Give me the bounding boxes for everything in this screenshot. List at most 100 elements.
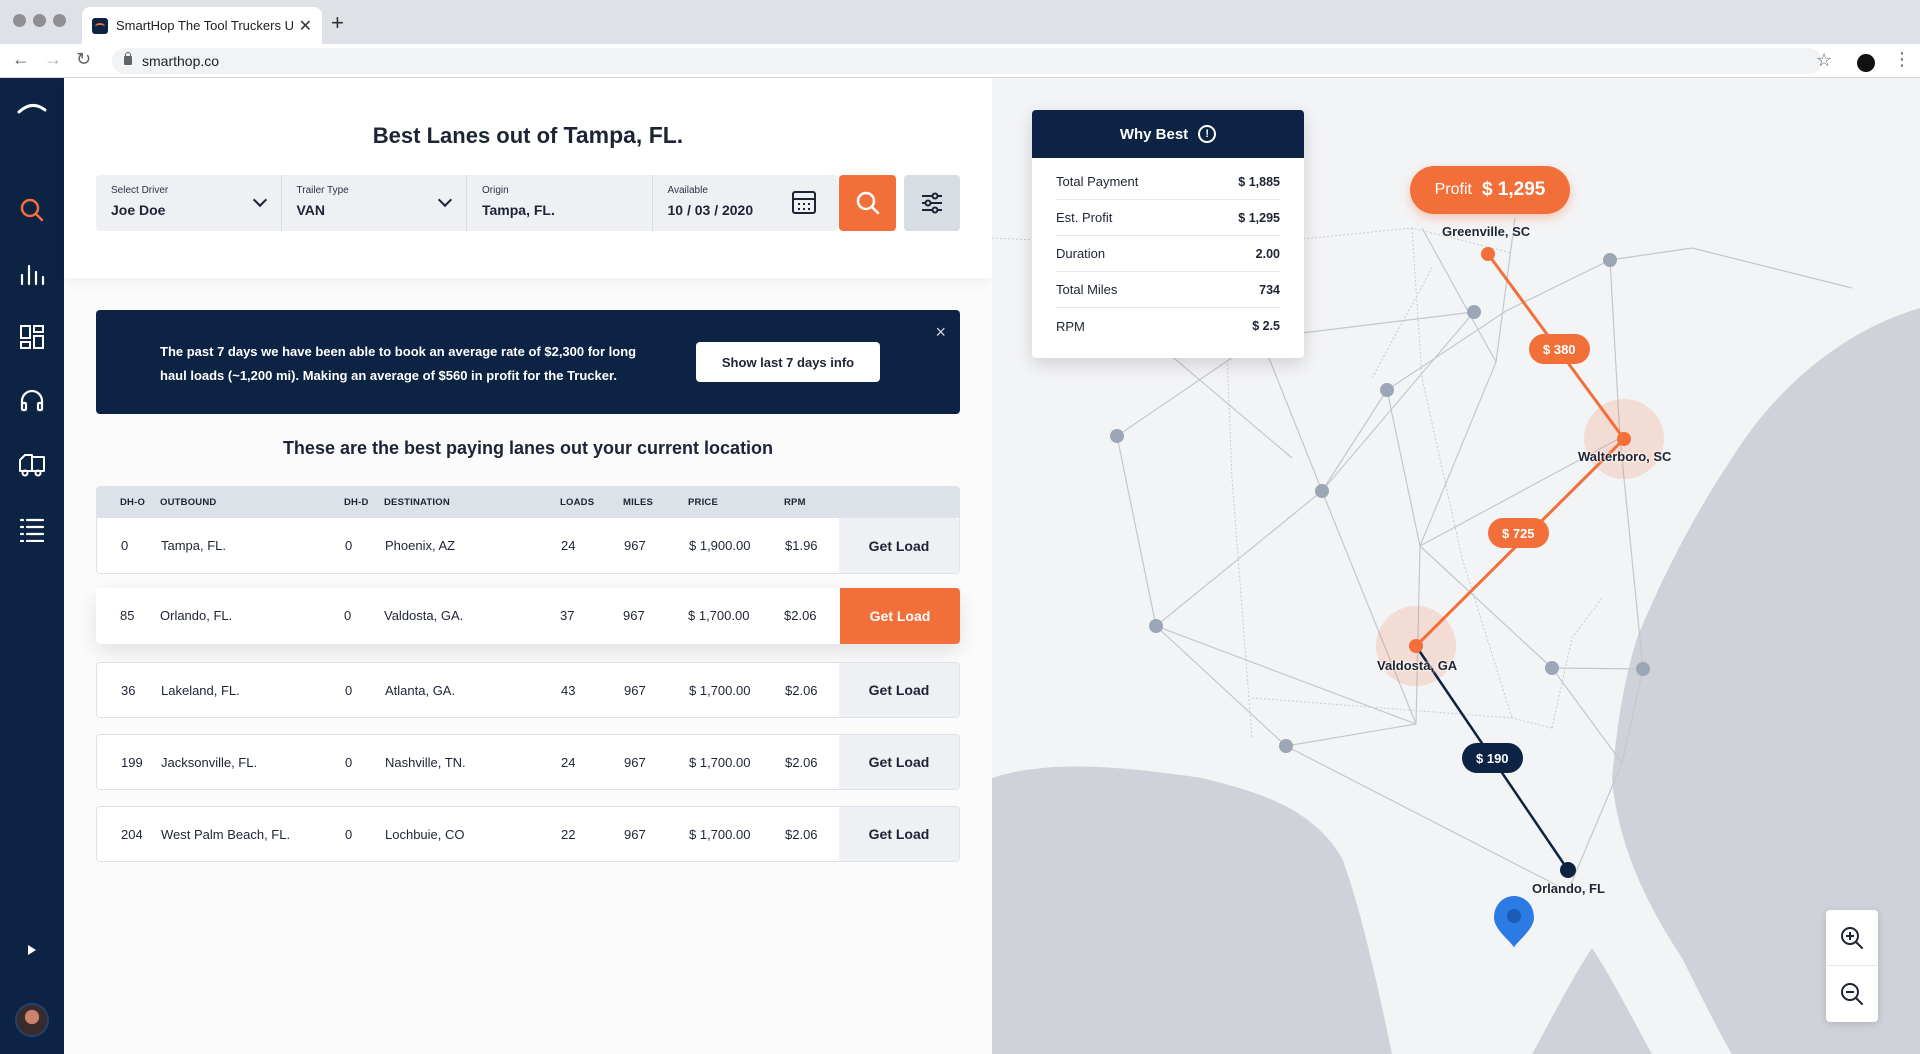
smarthop-logo-icon[interactable]	[16, 92, 48, 124]
browser-menu-icon[interactable]: ⋮	[1893, 49, 1911, 69]
support-headset-icon[interactable]	[16, 385, 48, 417]
reload-icon[interactable]: ↻	[76, 49, 92, 69]
calendar-icon[interactable]	[792, 191, 816, 214]
table-row[interactable]: 0 Tampa, FL. 0 Phoenix, AZ 24 967 $ 1,90…	[96, 518, 960, 574]
why-best-title: Why Best	[1119, 125, 1189, 143]
origin-input[interactable]: Origin Tampa, FL.	[467, 175, 653, 231]
browser-toolbar: ← → ↻ smarthop.co ☆ ⋮	[0, 44, 1920, 78]
available-date-input[interactable]: Available 10 / 03 / 2020	[652, 175, 838, 231]
truck-icon[interactable]	[16, 449, 48, 481]
trailer-type-select[interactable]: Trailer Type VAN	[281, 175, 467, 231]
why-best-header: Why Best !	[1032, 110, 1304, 158]
cell-dho: 199	[121, 755, 143, 770]
cell-dho: 0	[121, 538, 129, 553]
back-icon[interactable]: ←	[12, 49, 30, 69]
smarthop-favicon-icon	[92, 17, 108, 34]
why-best-label: Est. Profit	[1056, 210, 1113, 225]
search-icon[interactable]	[16, 194, 48, 226]
table-row[interactable]: 204 West Palm Beach, FL. 0 Lochbuie, CO …	[96, 806, 960, 862]
get-load-button[interactable]: Get Load	[839, 518, 959, 573]
analytics-icon[interactable]	[16, 258, 48, 290]
why-best-label: RPM	[1056, 318, 1085, 334]
browser-profile-icon[interactable]	[1857, 54, 1875, 72]
zoom-in-button[interactable]	[1826, 910, 1878, 966]
minimize-window-button[interactable]	[33, 14, 46, 27]
expand-sidebar-icon[interactable]	[16, 934, 48, 966]
leg-price-greenville-walterboro[interactable]: $ 380	[1529, 334, 1590, 364]
cell-miles: 967	[624, 827, 646, 842]
state-borders	[992, 227, 1603, 739]
cell-price: $ 1,900.00	[689, 538, 751, 553]
walterboro-marker	[1617, 432, 1631, 446]
cell-rpm: $2.06	[785, 827, 818, 842]
search-icon	[856, 191, 879, 215]
show-last-7-days-button[interactable]: Show last 7 days info	[696, 342, 880, 382]
cell-miles: 967	[624, 538, 646, 553]
table-row[interactable]: 36 Lakeland, FL. 0 Atlanta, GA. 43 967 $…	[96, 662, 960, 718]
trailer-value: VAN	[296, 202, 326, 218]
maximize-window-button[interactable]	[53, 14, 66, 27]
get-load-button[interactable]: Get Load	[839, 807, 959, 861]
cell-rpm: $1.96	[785, 538, 818, 553]
address-bar[interactable]: smarthop.co	[112, 48, 1822, 74]
route-map[interactable]: Why Best ! Total Payment $ 1,885 Est. Pro…	[992, 78, 1920, 1054]
table-row[interactable]: 85 Orlando, FL. 0 Valdosta, GA. 37 967 $…	[96, 588, 960, 644]
lake-okeechobee	[1532, 948, 1652, 1054]
close-window-button[interactable]	[13, 14, 26, 27]
forward-icon[interactable]: →	[44, 49, 62, 69]
cell-dhd: 0	[345, 755, 353, 770]
browser-tab[interactable]: SmartHop The Tool Truckers U ✕	[82, 7, 322, 44]
cell-price: $ 1,700.00	[689, 755, 751, 770]
get-load-button[interactable]: Get Load	[839, 663, 959, 717]
bookmark-star-icon[interactable]: ☆	[1816, 50, 1833, 70]
new-tab-icon[interactable]: +	[331, 10, 344, 35]
col-dhd: DH-D	[344, 497, 369, 508]
search-header: Best Lanes out of Tampa, FL. Select Driv…	[64, 78, 992, 278]
info-icon[interactable]: !	[1198, 125, 1217, 143]
list-icon[interactable]	[16, 513, 48, 545]
close-icon[interactable]: ×	[935, 322, 946, 342]
city-label-greenville: Greenville, SC	[1442, 224, 1531, 239]
highway-network	[1031, 217, 1853, 892]
origin-label: Origin	[482, 185, 509, 196]
col-miles: MILES	[623, 497, 654, 508]
why-best-row: Total Payment $ 1,885	[1056, 164, 1280, 200]
cell-destination: Atlanta, GA.	[385, 683, 456, 698]
col-loads: LOADS	[560, 497, 595, 508]
atlantic-ocean	[1612, 308, 1920, 1054]
why-best-row: Duration 2.00	[1056, 236, 1280, 272]
leg-price-valdosta-orlando[interactable]: $ 190	[1462, 743, 1523, 773]
zoom-out-button[interactable]	[1826, 966, 1878, 1022]
lanes-subtitle: These are the best paying lanes out your…	[282, 438, 774, 458]
cell-outbound: Jacksonville, FL.	[161, 755, 258, 770]
why-best-row: Est. Profit $ 1,295	[1056, 200, 1280, 236]
table-row[interactable]: 199 Jacksonville, FL. 0 Nashville, TN. 2…	[96, 734, 960, 790]
driver-value: Joe Doe	[111, 202, 166, 218]
close-tab-icon[interactable]: ✕	[298, 17, 312, 35]
cell-destination: Valdosta, GA.	[384, 608, 464, 623]
why-best-label: Duration	[1056, 246, 1106, 261]
lanes-table-header: DH-O OUTBOUND DH-D DESTINATION LOADS MIL…	[96, 486, 960, 518]
city-label-orlando: Orlando, FL	[1532, 881, 1605, 896]
lock-icon	[124, 52, 132, 65]
get-load-button[interactable]: Get Load	[840, 588, 960, 644]
driver-label: Select Driver	[111, 185, 169, 196]
cell-loads: 37	[560, 608, 575, 623]
city-label-walterboro: Walterboro, SC	[1578, 449, 1672, 464]
user-avatar[interactable]	[15, 1003, 49, 1037]
dashboard-icon[interactable]	[16, 321, 48, 353]
lanes-panel: Best Lanes out of Tampa, FL. Select Driv…	[64, 78, 992, 1054]
leg-price-walterboro-valdosta[interactable]: $ 725	[1488, 518, 1549, 548]
search-button[interactable]	[839, 175, 896, 231]
driver-select[interactable]: Select Driver Joe Doe	[96, 175, 282, 231]
filter-settings-button[interactable]	[904, 175, 960, 231]
cell-loads: 24	[561, 538, 576, 553]
banner-text: The past 7 days we have been able to boo…	[160, 344, 637, 383]
why-best-row: RPM $ 2.5	[1056, 308, 1280, 344]
zoom-controls	[1826, 910, 1878, 1022]
cell-outbound: Tampa, FL.	[161, 538, 227, 553]
zoom-in-icon	[1841, 926, 1863, 949]
current-location-pin-icon	[1494, 896, 1534, 948]
get-load-button[interactable]: Get Load	[839, 735, 959, 789]
sliders-icon	[922, 192, 942, 214]
